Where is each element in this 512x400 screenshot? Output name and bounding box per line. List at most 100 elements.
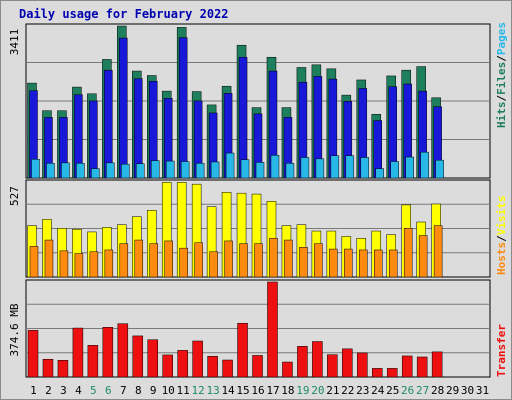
hosts-bar bbox=[314, 243, 323, 278]
series-label: Visits bbox=[495, 196, 508, 236]
transfer-bar bbox=[282, 361, 293, 378]
pages-bar bbox=[121, 163, 130, 179]
x-tick-label: 24 bbox=[371, 384, 385, 397]
pages-bar bbox=[180, 161, 190, 179]
transfer-bar bbox=[357, 352, 368, 378]
pages-bar bbox=[61, 162, 70, 179]
pages-bar bbox=[150, 160, 160, 179]
x-tick-label: 14 bbox=[221, 384, 235, 397]
label-separator: / bbox=[495, 235, 508, 242]
x-tick-label: 15 bbox=[236, 384, 249, 397]
x-tick-label: 23 bbox=[356, 384, 369, 397]
pages-bar bbox=[255, 162, 265, 179]
y-max-label-1: 3411 bbox=[8, 29, 21, 56]
pages-bar bbox=[165, 160, 175, 179]
files-bar bbox=[104, 69, 113, 179]
series-label: Hits bbox=[495, 102, 508, 129]
series-label: Hosts bbox=[495, 242, 508, 275]
transfer-bar bbox=[72, 327, 84, 378]
hosts-bar bbox=[433, 225, 443, 278]
pages-bar bbox=[210, 161, 220, 179]
pages-bar bbox=[390, 161, 399, 179]
x-tick-label: 17 bbox=[266, 384, 279, 397]
transfer-legend: Transfer bbox=[495, 324, 508, 377]
pages-bar bbox=[405, 156, 414, 179]
x-tick-label: 13 bbox=[206, 384, 219, 397]
x-tick-label: 25 bbox=[386, 384, 399, 397]
x-tick-label: 19 bbox=[296, 384, 309, 397]
transfer-bar bbox=[147, 339, 158, 378]
pages-bar bbox=[270, 155, 280, 179]
transfer-bar bbox=[267, 281, 278, 378]
x-tick-label: 28 bbox=[431, 384, 444, 397]
pages-bar bbox=[195, 163, 205, 179]
pages-bar bbox=[315, 158, 325, 179]
hosts-bar bbox=[104, 249, 114, 278]
transfer-bar bbox=[132, 335, 144, 378]
pages-bar bbox=[106, 162, 115, 179]
chart-title: Daily usage for February 2022 bbox=[19, 7, 229, 21]
transfer-bar bbox=[177, 350, 188, 378]
transfer-bar bbox=[297, 346, 308, 378]
hosts-bar bbox=[284, 239, 293, 278]
hosts-bar bbox=[134, 239, 144, 278]
pages-bar bbox=[136, 163, 145, 179]
pages-bar bbox=[375, 168, 385, 179]
x-tick-label: 6 bbox=[105, 384, 112, 397]
x-tick-label: 8 bbox=[135, 384, 142, 397]
x-tick-label: 11 bbox=[177, 384, 190, 397]
transfer-bar bbox=[401, 355, 413, 378]
pages-bar bbox=[285, 163, 295, 179]
transfer-bar bbox=[431, 351, 443, 378]
hosts-bar bbox=[374, 249, 383, 278]
hosts-bar bbox=[224, 240, 233, 278]
transfer-bar bbox=[252, 355, 263, 378]
transfer-bar bbox=[237, 322, 248, 378]
x-tick-label: 31 bbox=[476, 384, 489, 397]
series-label: Files bbox=[495, 62, 508, 95]
pages-bar bbox=[345, 155, 355, 179]
pages-bar bbox=[435, 159, 444, 179]
transfer-bar bbox=[416, 356, 428, 378]
pages-bar bbox=[46, 163, 55, 179]
hosts-bar bbox=[149, 243, 158, 278]
hosts-bar bbox=[239, 243, 248, 278]
x-tick-label: 9 bbox=[150, 384, 157, 397]
hosts-bar bbox=[269, 237, 278, 278]
pages-bar bbox=[31, 159, 40, 179]
hosts-bar bbox=[403, 228, 413, 278]
x-tick-label: 7 bbox=[120, 384, 127, 397]
transfer-bar bbox=[87, 345, 99, 378]
x-tick-label: 4 bbox=[75, 384, 82, 397]
x-tick-label: 16 bbox=[251, 384, 264, 397]
x-tick-label: 5 bbox=[90, 384, 97, 397]
transfer-bar bbox=[192, 340, 203, 378]
label-separator: / bbox=[495, 55, 508, 62]
transfer-bar bbox=[162, 354, 173, 378]
hosts-bar bbox=[29, 246, 39, 278]
hosts-bar bbox=[164, 240, 173, 278]
hosts-bar bbox=[418, 235, 428, 278]
label-separator: / bbox=[495, 95, 508, 102]
files-bar bbox=[89, 100, 98, 179]
pages-bar bbox=[240, 159, 250, 179]
pages-bar bbox=[330, 155, 340, 179]
x-tick-label: 18 bbox=[281, 384, 294, 397]
x-tick-label: 27 bbox=[416, 384, 429, 397]
pages-bar bbox=[76, 163, 85, 179]
hosts-bar bbox=[388, 249, 398, 278]
x-tick-label: 1 bbox=[30, 384, 37, 397]
pages-bar bbox=[360, 157, 370, 179]
x-tick-label: 29 bbox=[446, 384, 459, 397]
pages-bar bbox=[300, 157, 310, 179]
transfer-bar bbox=[327, 354, 338, 378]
transfer-bar bbox=[102, 327, 114, 378]
transfer-bar bbox=[372, 368, 383, 378]
hosts-bar bbox=[179, 247, 188, 278]
x-tick-label: 10 bbox=[162, 384, 175, 397]
transfer-bar bbox=[342, 348, 353, 378]
x-tick-label: 22 bbox=[341, 384, 354, 397]
hits-files-pages-legend: Hits/Files/Pages bbox=[495, 22, 508, 128]
hosts-bar bbox=[299, 247, 308, 278]
